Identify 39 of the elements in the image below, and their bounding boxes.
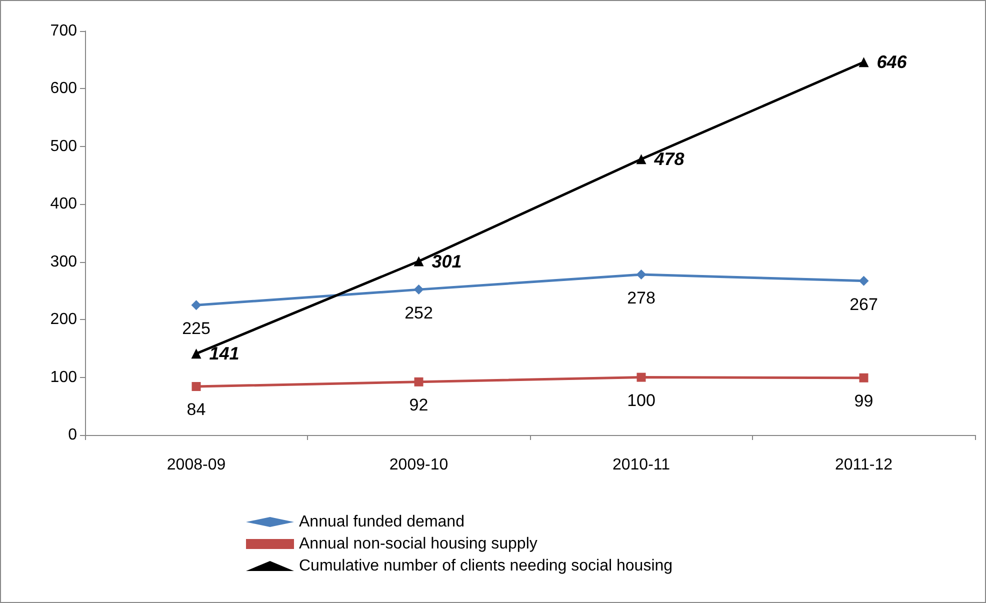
x-tick-label: 2011-12 [834,456,893,474]
data-label: 267 [850,294,878,314]
point [414,284,424,295]
point [191,348,202,359]
legend-label: Annual funded demand [299,514,464,530]
x-tick-label: 2008-09 [166,456,226,474]
data-label: 92 [409,395,428,414]
y-tick-label: 700 [50,22,78,40]
data-label: 252 [404,304,433,323]
point [636,372,646,382]
data-label: 84 [186,400,206,420]
legend-label: Annual non-social housing supply [299,536,538,552]
data-label: 99 [854,391,874,410]
data-label: 225 [182,319,210,338]
point [858,276,869,286]
data-label: 301 [432,251,462,272]
data-label: 141 [209,344,240,364]
point [414,377,424,386]
point [859,373,868,382]
x-tick-label: 2009-10 [389,456,448,474]
y-tick-label: 100 [50,368,78,386]
point [192,382,201,392]
y-tick-label: 200 [50,311,78,328]
point [636,154,646,164]
point [858,57,869,68]
point [191,300,202,310]
data-label: 100 [627,390,656,410]
y-tick-label: 500 [50,138,78,155]
point [636,270,646,280]
y-tick-label: 0 [68,426,78,444]
y-tick-label: 600 [50,80,78,98]
data-label: 646 [876,52,908,72]
data-label: 478 [653,149,684,170]
point [414,256,424,266]
data-label: 278 [627,288,656,308]
y-tick-label: 300 [50,253,78,270]
x-tick-label: 2010-11 [612,456,670,474]
y-tick-label: 400 [50,196,78,213]
legend-label: Cumulative number of clients needing social housing [299,558,673,574]
